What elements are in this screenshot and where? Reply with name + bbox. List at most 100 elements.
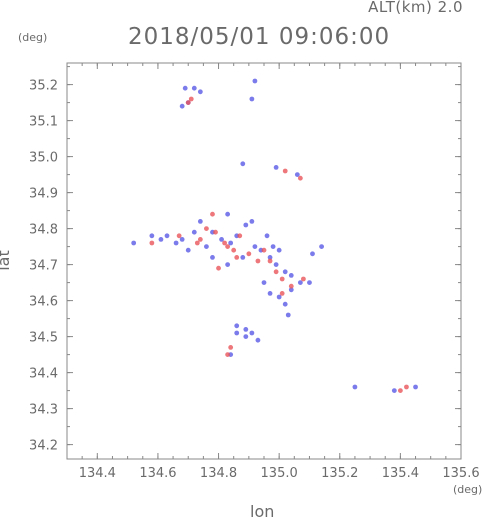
altitude-label: ALT(km) 2.0 [368, 0, 463, 16]
data-point-blue [276, 294, 282, 300]
y-tick-label: 35.2 [29, 79, 58, 94]
data-point-blue [270, 244, 276, 250]
data-point-blue [285, 312, 291, 318]
y-tick-label: 35.1 [29, 115, 58, 130]
data-point-red [228, 345, 234, 350]
axis-ticks: 134.4 134.6 134.8 135.0 135.2 135.4 135.6 34.2 3… [29, 63, 480, 481]
data-point-blue [391, 388, 397, 393]
data-point-red [213, 229, 218, 235]
data-point-red [234, 255, 240, 260]
data-point-blue [319, 244, 324, 250]
data-point-blue [297, 280, 303, 285]
data-point-red [185, 100, 191, 105]
data-point-red [279, 291, 285, 296]
data-point-blue [185, 247, 191, 253]
y-tick-label: 34.9 [29, 187, 58, 202]
y-axis-unit: (deg) [18, 31, 48, 44]
data-point-red [246, 251, 252, 257]
data-point-blue [164, 233, 170, 239]
data-marks [131, 78, 418, 393]
data-point-red [210, 211, 215, 217]
x-tick-label: 134.4 [79, 466, 116, 481]
data-point-red [279, 276, 285, 282]
data-point-blue [158, 237, 164, 242]
data-point-blue [288, 273, 294, 278]
data-point-red [216, 265, 221, 271]
data-point-blue [249, 96, 255, 102]
data-point-blue [264, 233, 270, 239]
data-point-blue [191, 229, 197, 235]
x-tick-label: 134.6 [139, 466, 176, 481]
data-point-red [188, 96, 194, 102]
data-point-blue [240, 255, 246, 260]
data-point-blue [179, 237, 185, 242]
data-point-red [288, 283, 294, 289]
data-point-red [222, 240, 228, 246]
data-point-blue [204, 244, 209, 250]
data-point-blue [276, 247, 282, 253]
x-tick-label: 135.2 [321, 466, 358, 481]
data-point-blue [234, 323, 240, 329]
data-point-red [204, 226, 209, 232]
x-tick-label: 134.8 [200, 466, 237, 481]
data-point-blue [219, 237, 224, 242]
chart-title-datetime: 2018/05/01 09:06:00 [128, 24, 391, 50]
data-point-blue [282, 269, 288, 275]
x-tick-label: 135.4 [382, 466, 419, 481]
y-tick-label: 34.2 [29, 439, 58, 454]
data-point-blue [252, 244, 258, 250]
data-point-blue [191, 85, 197, 91]
data-point-red [237, 233, 243, 239]
data-point-blue [234, 330, 240, 336]
data-point-blue [288, 287, 294, 293]
data-point-blue [267, 291, 273, 296]
x-tick-label: 135.0 [261, 466, 298, 481]
data-point-red [149, 240, 155, 246]
data-point-blue [249, 219, 255, 224]
y-tick-label: 34.3 [29, 403, 58, 418]
data-point-blue [243, 334, 249, 339]
data-point-blue [228, 240, 234, 246]
data-point-blue [182, 85, 188, 91]
data-point-blue [225, 262, 231, 267]
data-point-blue [307, 280, 312, 285]
data-point-red [194, 240, 200, 246]
data-point-blue [352, 384, 358, 390]
data-point-red [267, 258, 273, 264]
data-point-blue [249, 330, 255, 336]
data-point-blue [261, 280, 267, 285]
data-point-blue [267, 255, 273, 260]
data-point-blue [131, 240, 137, 246]
data-point-blue [197, 89, 203, 95]
data-point-red [301, 276, 306, 282]
data-point-blue [173, 240, 179, 246]
data-point-blue [310, 251, 315, 257]
data-point-blue [149, 233, 155, 239]
data-point-blue [243, 222, 249, 228]
data-point-blue [243, 327, 249, 332]
x-axis-unit: (deg) [453, 483, 483, 496]
data-point-blue [210, 255, 215, 260]
data-point-blue [413, 384, 418, 390]
plot-frame [66, 62, 462, 460]
data-point-blue [294, 172, 300, 178]
data-point-red [231, 247, 237, 253]
data-point-blue [179, 103, 185, 109]
y-tick-label: 34.8 [29, 223, 58, 238]
data-point-red [176, 233, 182, 239]
x-axis-label: lon [250, 502, 275, 521]
data-point-red [273, 269, 279, 275]
data-point-red [255, 258, 261, 264]
data-point-red [404, 384, 409, 390]
x-tick-label: 135.6 [442, 466, 479, 481]
data-point-red [297, 175, 303, 181]
data-point-blue [197, 219, 203, 224]
data-point-blue [255, 337, 261, 343]
data-point-red [225, 244, 231, 250]
data-point-red [261, 247, 267, 253]
data-point-red [397, 388, 403, 393]
y-tick-label: 34.4 [29, 367, 58, 382]
y-tick-label: 35.0 [29, 151, 58, 166]
y-tick-label: 34.6 [29, 295, 58, 310]
